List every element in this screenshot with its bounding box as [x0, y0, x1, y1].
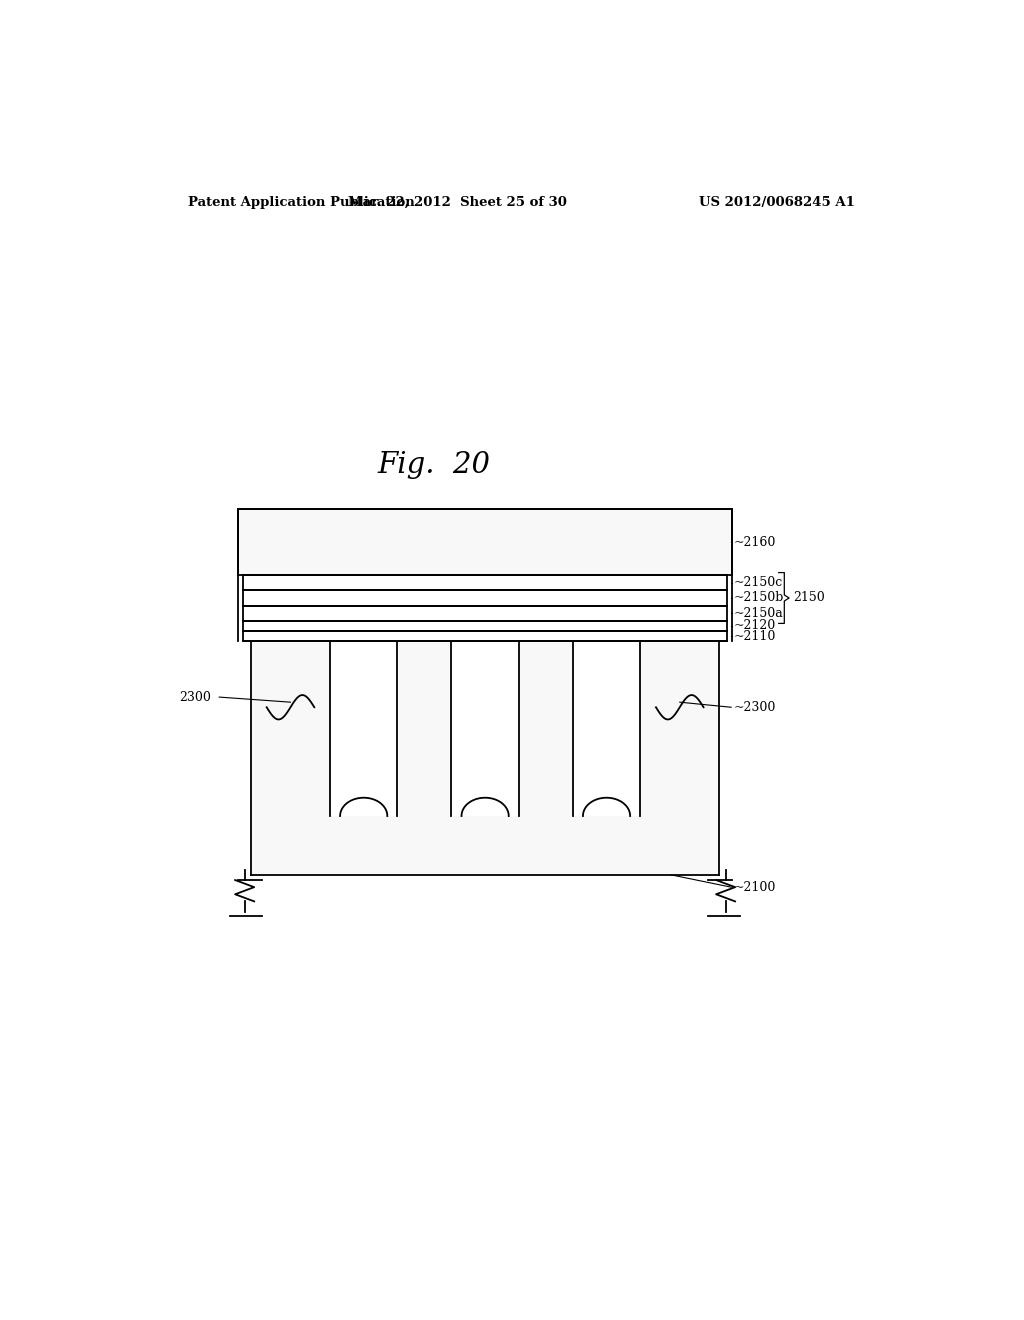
- Text: Mar. 22, 2012  Sheet 25 of 30: Mar. 22, 2012 Sheet 25 of 30: [348, 195, 566, 209]
- Polygon shape: [244, 620, 727, 631]
- Text: ~2300: ~2300: [733, 701, 776, 714]
- Text: ~2150b: ~2150b: [733, 591, 784, 605]
- Polygon shape: [452, 642, 519, 816]
- Text: 2300: 2300: [179, 690, 212, 704]
- Polygon shape: [330, 642, 397, 816]
- Polygon shape: [452, 642, 519, 816]
- Polygon shape: [244, 590, 727, 606]
- Text: ~2150a: ~2150a: [733, 607, 783, 619]
- Text: 2150: 2150: [793, 591, 824, 605]
- Polygon shape: [572, 642, 640, 816]
- Polygon shape: [251, 642, 719, 875]
- Text: US 2012/0068245 A1: US 2012/0068245 A1: [699, 195, 855, 209]
- Text: ~2120: ~2120: [733, 619, 776, 632]
- Text: ~2150c: ~2150c: [733, 577, 782, 589]
- Text: ~2160: ~2160: [733, 536, 776, 549]
- Polygon shape: [239, 510, 732, 576]
- Text: Fig.  20: Fig. 20: [377, 451, 490, 479]
- Polygon shape: [244, 576, 727, 590]
- Polygon shape: [244, 606, 727, 620]
- Polygon shape: [244, 631, 727, 642]
- Text: Patent Application Publication: Patent Application Publication: [187, 195, 415, 209]
- Text: ~2110: ~2110: [733, 630, 776, 643]
- Text: ~2100: ~2100: [733, 880, 776, 894]
- Polygon shape: [572, 642, 640, 816]
- Polygon shape: [330, 642, 397, 816]
